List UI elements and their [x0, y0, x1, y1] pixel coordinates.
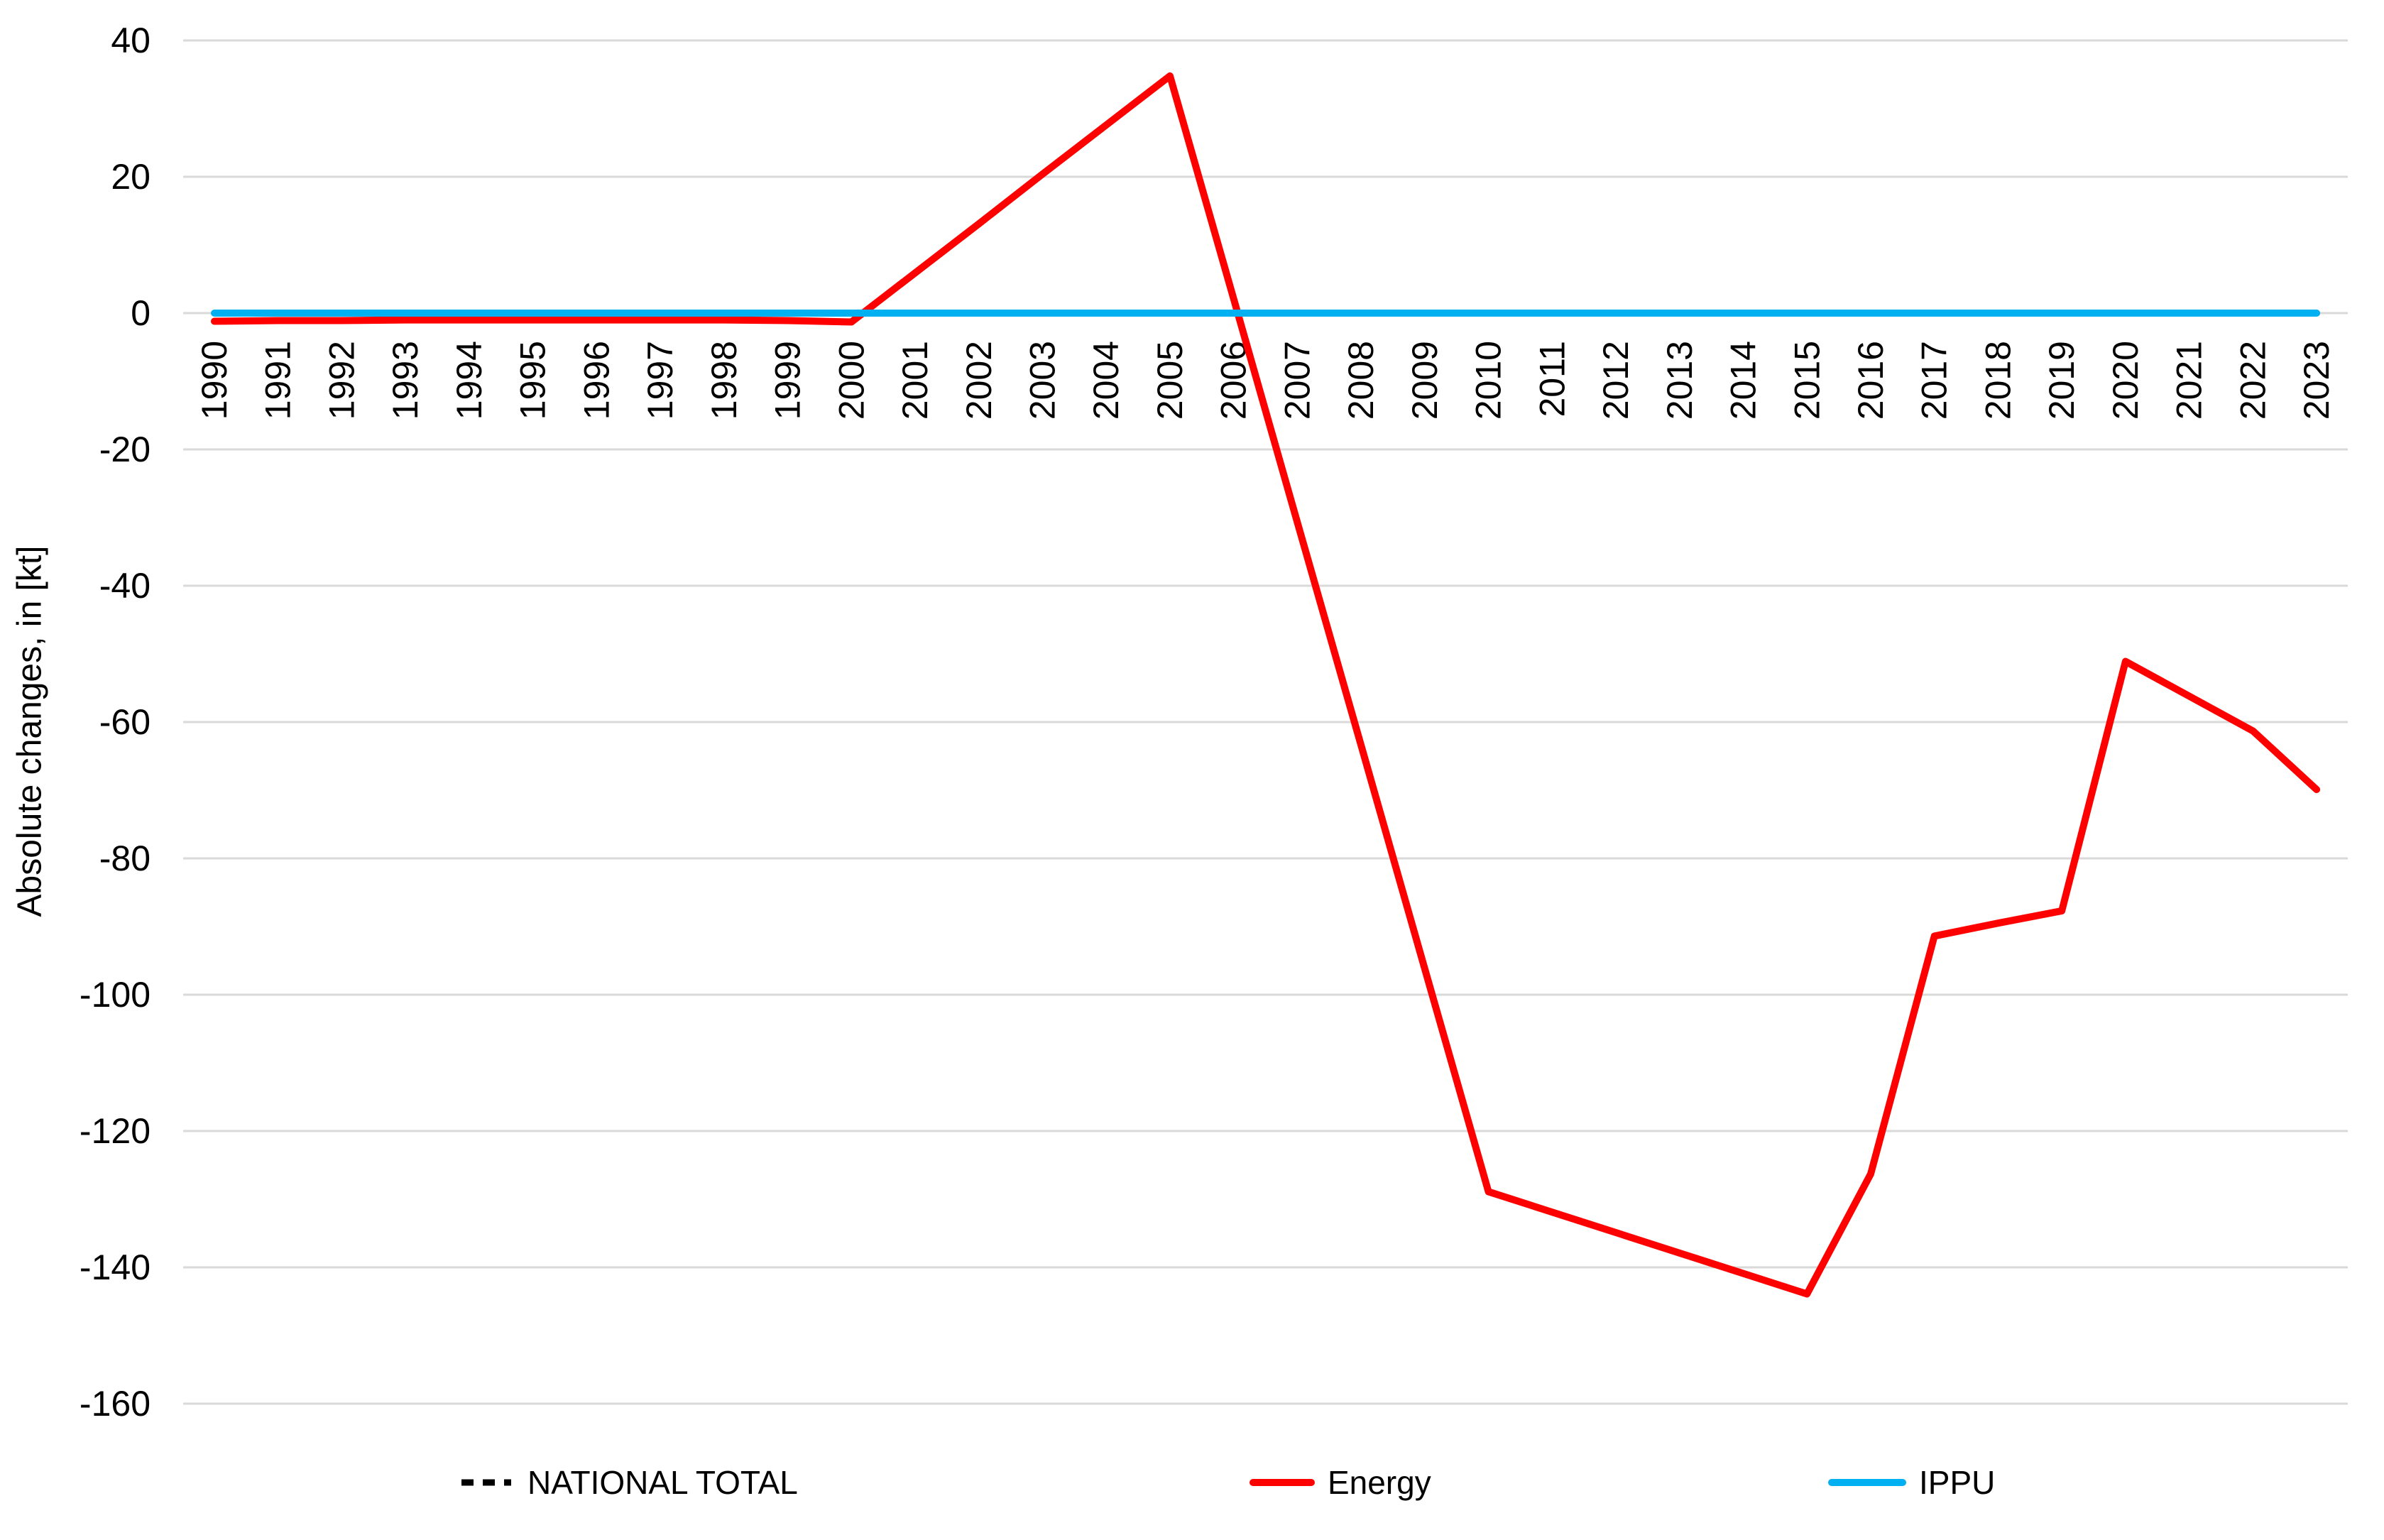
x-tick-label: 2009: [1405, 341, 1445, 420]
x-tick-label: 2016: [1851, 341, 1891, 420]
x-tick-label: 1999: [768, 341, 808, 420]
y-tick-label: -40: [99, 566, 151, 606]
x-tick-label: 1991: [258, 341, 298, 420]
x-tick-label: 1996: [576, 341, 616, 420]
y-tick-label: -20: [99, 430, 151, 469]
x-tick-label: 1998: [704, 341, 744, 420]
x-tick-label: 1994: [449, 341, 489, 420]
y-tick-label: -160: [80, 1384, 151, 1424]
x-tick-label: 2000: [831, 341, 871, 420]
x-tick-label: 2003: [1022, 341, 1062, 420]
x-tick-label: 1992: [322, 341, 361, 420]
y-tick-label: -120: [80, 1111, 151, 1151]
x-tick-label: 2013: [1660, 341, 1700, 420]
series-line-energy: [211, 72, 2321, 1298]
y-tick-label: 0: [131, 293, 151, 333]
x-tick-label: 2019: [2042, 341, 2082, 420]
x-tick-label: 1997: [640, 341, 680, 420]
x-tick-label: 2015: [1787, 341, 1827, 420]
x-tick-label: 2001: [895, 341, 935, 420]
y-tick-label: -60: [99, 702, 151, 742]
series-line-national-total: [212, 72, 2320, 1297]
y-tick-label: 40: [111, 21, 151, 60]
y-tick-label: 20: [111, 157, 151, 197]
x-tick-label: 2018: [1978, 341, 2018, 420]
x-tick-label: 2014: [1724, 341, 1764, 420]
y-tick-label: -80: [99, 839, 151, 878]
y-axis-title: Absolute changes, in [kt]: [11, 545, 49, 917]
x-tick-label: 2022: [2233, 341, 2273, 420]
x-tick-label: 1993: [386, 341, 425, 420]
x-tick-label: 2007: [1277, 341, 1317, 420]
x-tick-label: 2021: [2170, 341, 2209, 420]
x-tick-label: 2020: [2106, 341, 2145, 420]
x-tick-label: 2004: [1086, 341, 1126, 420]
x-tick-label: 2005: [1150, 341, 1190, 420]
x-tick-label: 1995: [513, 341, 553, 420]
x-tick-label: 2011: [1532, 341, 1572, 417]
x-tick-label: 2023: [2297, 341, 2336, 420]
x-tick-label: 2017: [1915, 341, 1954, 420]
x-tick-label: 2010: [1469, 341, 1509, 420]
x-tick-label: 1990: [195, 341, 234, 420]
y-tick-label: -100: [80, 975, 151, 1015]
y-tick-label: -140: [80, 1247, 151, 1287]
x-tick-label: 2008: [1341, 341, 1381, 420]
x-tick-label: 2012: [1596, 341, 1636, 420]
x-tick-label: 2002: [959, 341, 999, 420]
